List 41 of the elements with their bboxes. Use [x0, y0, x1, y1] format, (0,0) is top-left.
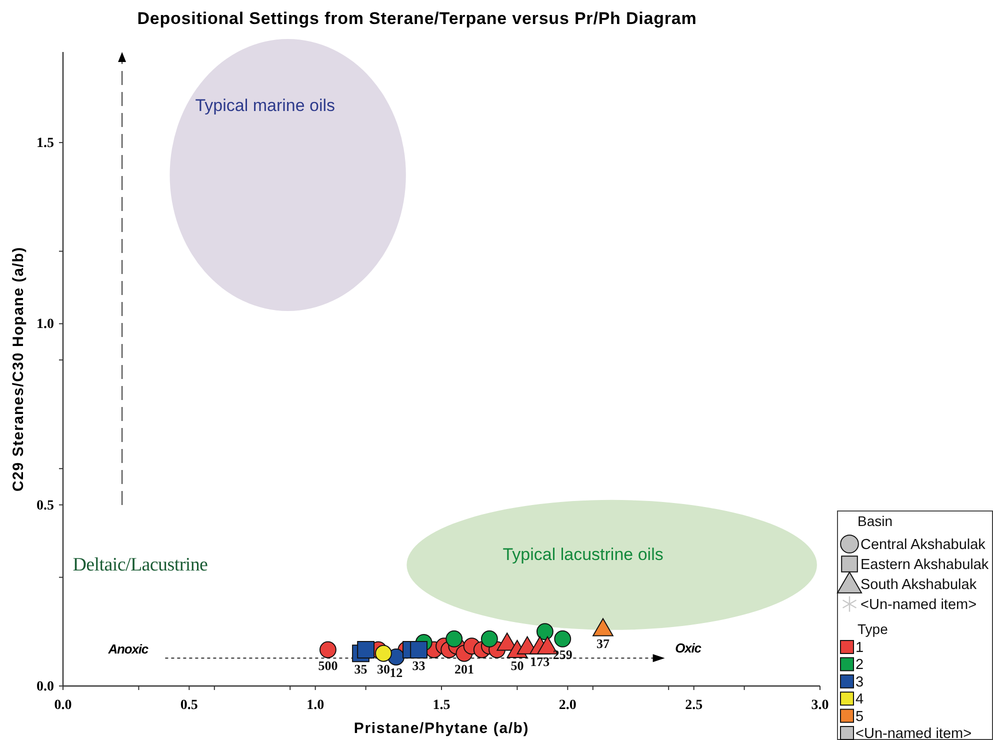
legend-label: Eastern Akshabulak [860, 557, 990, 573]
legend-label: <Un-named item> [856, 726, 972, 740]
annotation: Typical marine oils [195, 96, 336, 115]
x-tick-label: 2.5 [685, 698, 703, 714]
annotation: Typical lacustrine oils [502, 545, 664, 564]
annotation: 173 [530, 654, 550, 670]
annotation: 37 [596, 636, 610, 652]
x-tick-label: 2.0 [558, 698, 576, 714]
x-tick-label: 1.5 [432, 698, 450, 714]
annotation: Deltaic/Lacustrine [72, 554, 208, 576]
y-axis-title: C29 Steranes/C30 Hopane (a/b) [10, 246, 27, 492]
x-tick-label: 0.5 [180, 698, 198, 714]
annotation: Anoxic [107, 642, 150, 657]
x-tick-label: 3.0 [811, 698, 829, 714]
legend-label: <Un-named item> [860, 597, 977, 613]
text: Type [858, 621, 888, 637]
annotation: 12 [390, 665, 403, 680]
annotation: 35 [354, 661, 368, 676]
y-tick-label: 1.0 [36, 317, 54, 332]
legend-label: South Akshabulak [860, 577, 978, 593]
legend-label: 4 [856, 692, 864, 708]
legend-label: 1 [856, 640, 864, 656]
annotation: 33 [412, 658, 426, 673]
x-tick-label: 0.0 [54, 698, 72, 714]
annotation: 50 [510, 658, 524, 673]
y-tick-label: 1.5 [36, 136, 54, 152]
legend-label: 2 [856, 657, 864, 674]
x-tick-label: 1.0 [306, 698, 324, 714]
annotation: 201 [454, 661, 474, 676]
chart-title: Depositional Settings from Sterane/Terpane versus Pr/Ph Diagram [137, 9, 697, 28]
y-tick-label: 0.0 [36, 679, 54, 694]
annotation: Oxic [675, 640, 702, 656]
legend-label: Central Akshabulak [860, 537, 986, 553]
legend-label: 3 [856, 674, 864, 690]
legend-label: 5 [856, 708, 864, 725]
annotation: 500 [318, 658, 338, 673]
annotation: 259 [552, 646, 573, 662]
y-tick-label: 0.5 [36, 498, 54, 514]
annotation: 30 [376, 661, 390, 676]
text: Basin [858, 513, 893, 529]
x-axis-title: Pristane/Phytane (a/b) [354, 720, 530, 737]
